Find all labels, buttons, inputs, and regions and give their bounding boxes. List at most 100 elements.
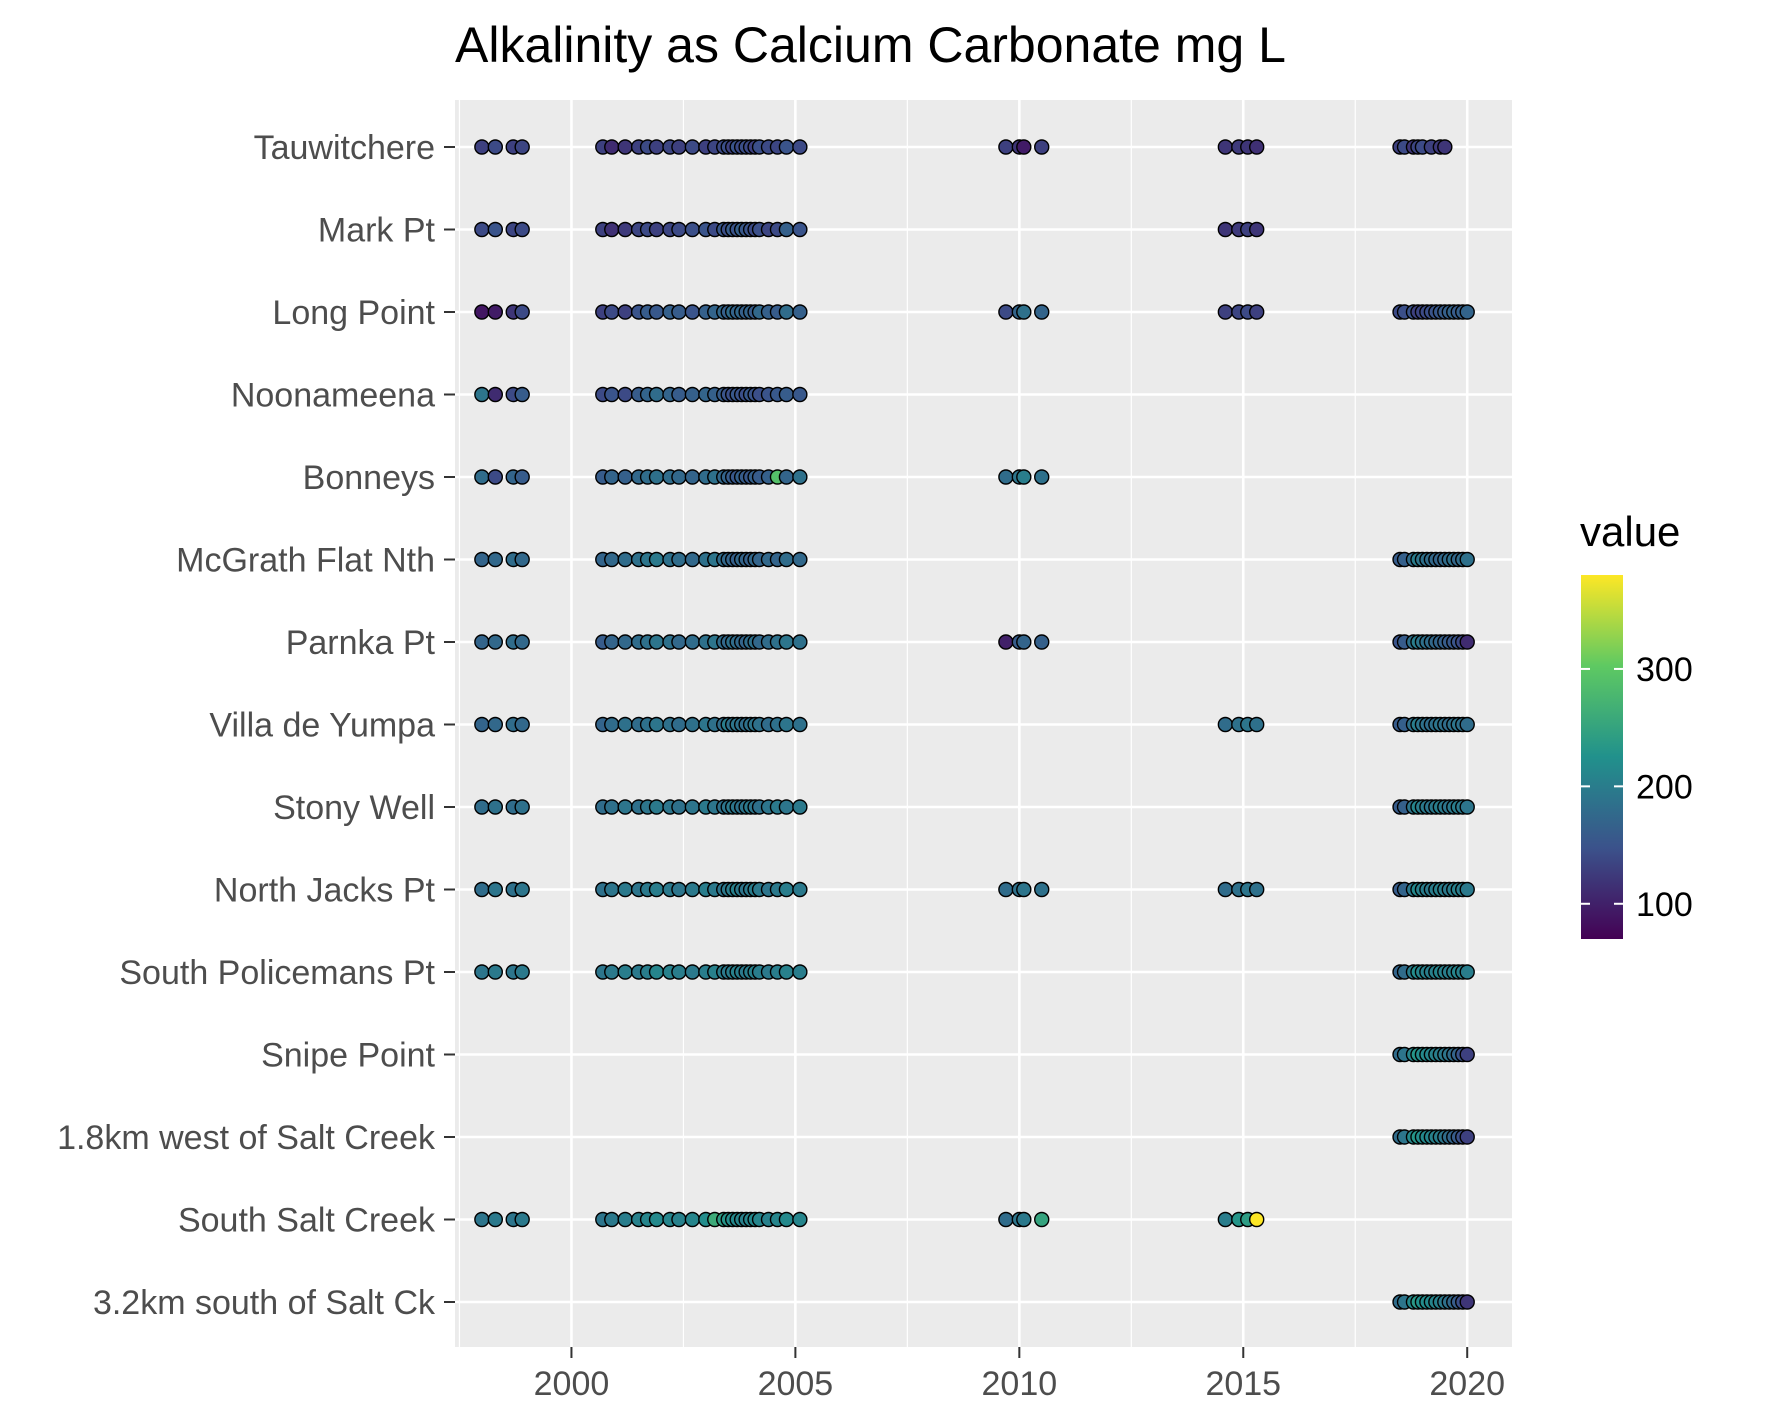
- data-point: [1459, 1046, 1475, 1063]
- data-point: [792, 551, 808, 568]
- data-point: [474, 386, 490, 403]
- data-point: [792, 881, 808, 898]
- y-tick-label: Tauwitchere: [254, 129, 435, 167]
- data-point: [671, 964, 687, 980]
- y-tick-label: North Jacks Pt: [214, 872, 436, 910]
- data-point: [778, 1211, 795, 1228]
- data-point: [648, 881, 665, 898]
- data-point: [487, 139, 504, 155]
- data-point: [1217, 139, 1234, 155]
- legend-ticks: 100 200 300: [1581, 651, 1693, 924]
- data-point: [1034, 634, 1050, 650]
- data-point: [648, 964, 665, 980]
- y-tick-label: Villa de Yumpa: [209, 707, 435, 745]
- data-point: [487, 634, 504, 650]
- data-point: [474, 964, 490, 980]
- data-point: [1217, 716, 1234, 733]
- data-point: [604, 881, 620, 898]
- data-point: [487, 799, 504, 815]
- data-point: [1034, 469, 1050, 485]
- data-point: [487, 386, 504, 403]
- data-point: [604, 799, 620, 815]
- data-point: [1249, 716, 1265, 733]
- data-point: [1459, 1294, 1475, 1310]
- data-point: [1016, 304, 1032, 320]
- y-tick-label: 3.2km south of Salt Ck: [93, 1284, 436, 1322]
- x-tick-label: 2005: [758, 1365, 834, 1403]
- data-point: [684, 221, 701, 238]
- data-point: [617, 139, 633, 155]
- data-point: [998, 1211, 1014, 1228]
- data-point: [998, 881, 1014, 898]
- data-point: [1249, 139, 1265, 155]
- data-point: [617, 1211, 633, 1228]
- data-point: [1034, 139, 1050, 155]
- data-point: [671, 634, 687, 650]
- data-point: [1249, 221, 1265, 238]
- data-point: [671, 551, 687, 568]
- legend-tick-label: 300: [1636, 651, 1693, 689]
- x-tick-label: 2010: [982, 1365, 1058, 1403]
- data-points: [474, 139, 1475, 1310]
- data-point: [1459, 304, 1475, 320]
- data-point: [684, 881, 701, 898]
- data-point: [474, 221, 490, 238]
- data-point: [1249, 1211, 1265, 1228]
- data-point: [778, 221, 795, 238]
- data-point: [617, 716, 633, 733]
- data-point: [792, 634, 808, 650]
- data-point: [684, 469, 701, 485]
- data-point: [1016, 1211, 1032, 1228]
- data-point: [792, 716, 808, 733]
- data-point: [487, 551, 504, 568]
- data-point: [514, 139, 530, 155]
- data-point: [474, 469, 490, 485]
- x-tick-label: 2000: [534, 1365, 610, 1403]
- data-point: [671, 139, 687, 155]
- data-point: [998, 634, 1014, 650]
- data-point: [487, 304, 504, 320]
- data-point: [648, 634, 665, 650]
- data-point: [648, 716, 665, 733]
- data-point: [648, 469, 665, 485]
- data-point: [474, 551, 490, 568]
- y-tick-label: McGrath Flat Nth: [176, 542, 435, 580]
- y-tick-label: South Salt Creek: [178, 1202, 436, 1240]
- data-point: [1217, 221, 1234, 238]
- data-point: [1217, 1211, 1234, 1228]
- data-point: [617, 386, 633, 403]
- data-point: [514, 469, 530, 485]
- data-point: [1459, 551, 1475, 568]
- data-point: [648, 799, 665, 815]
- data-point: [514, 799, 530, 815]
- data-point: [1217, 881, 1234, 898]
- legend: value 100 200 300: [1580, 508, 1693, 939]
- data-point: [792, 304, 808, 320]
- legend-colorbar: [1581, 575, 1623, 939]
- data-point: [792, 386, 808, 403]
- data-point: [604, 964, 620, 980]
- data-point: [778, 469, 795, 485]
- data-point: [487, 964, 504, 980]
- data-point: [474, 1211, 490, 1228]
- data-point: [617, 469, 633, 485]
- data-point: [671, 799, 687, 815]
- data-point: [792, 469, 808, 485]
- data-point: [998, 469, 1014, 485]
- data-point: [514, 221, 530, 238]
- data-point: [487, 221, 504, 238]
- data-point: [1217, 304, 1234, 320]
- data-point: [487, 1211, 504, 1228]
- data-point: [684, 1211, 701, 1228]
- data-point: [648, 304, 665, 320]
- x-axis-labels: 2000 2005 2010 2015 2020: [534, 1347, 1505, 1403]
- data-point: [604, 1211, 620, 1228]
- chart-title: Alkalinity as Calcium Carbonate mg L: [455, 17, 1286, 73]
- data-point: [648, 551, 665, 568]
- y-tick-label: 1.8km west of Salt Creek: [57, 1119, 436, 1157]
- data-point: [604, 139, 620, 155]
- data-point: [514, 551, 530, 568]
- data-point: [474, 799, 490, 815]
- data-point: [604, 634, 620, 650]
- data-point: [1459, 964, 1475, 980]
